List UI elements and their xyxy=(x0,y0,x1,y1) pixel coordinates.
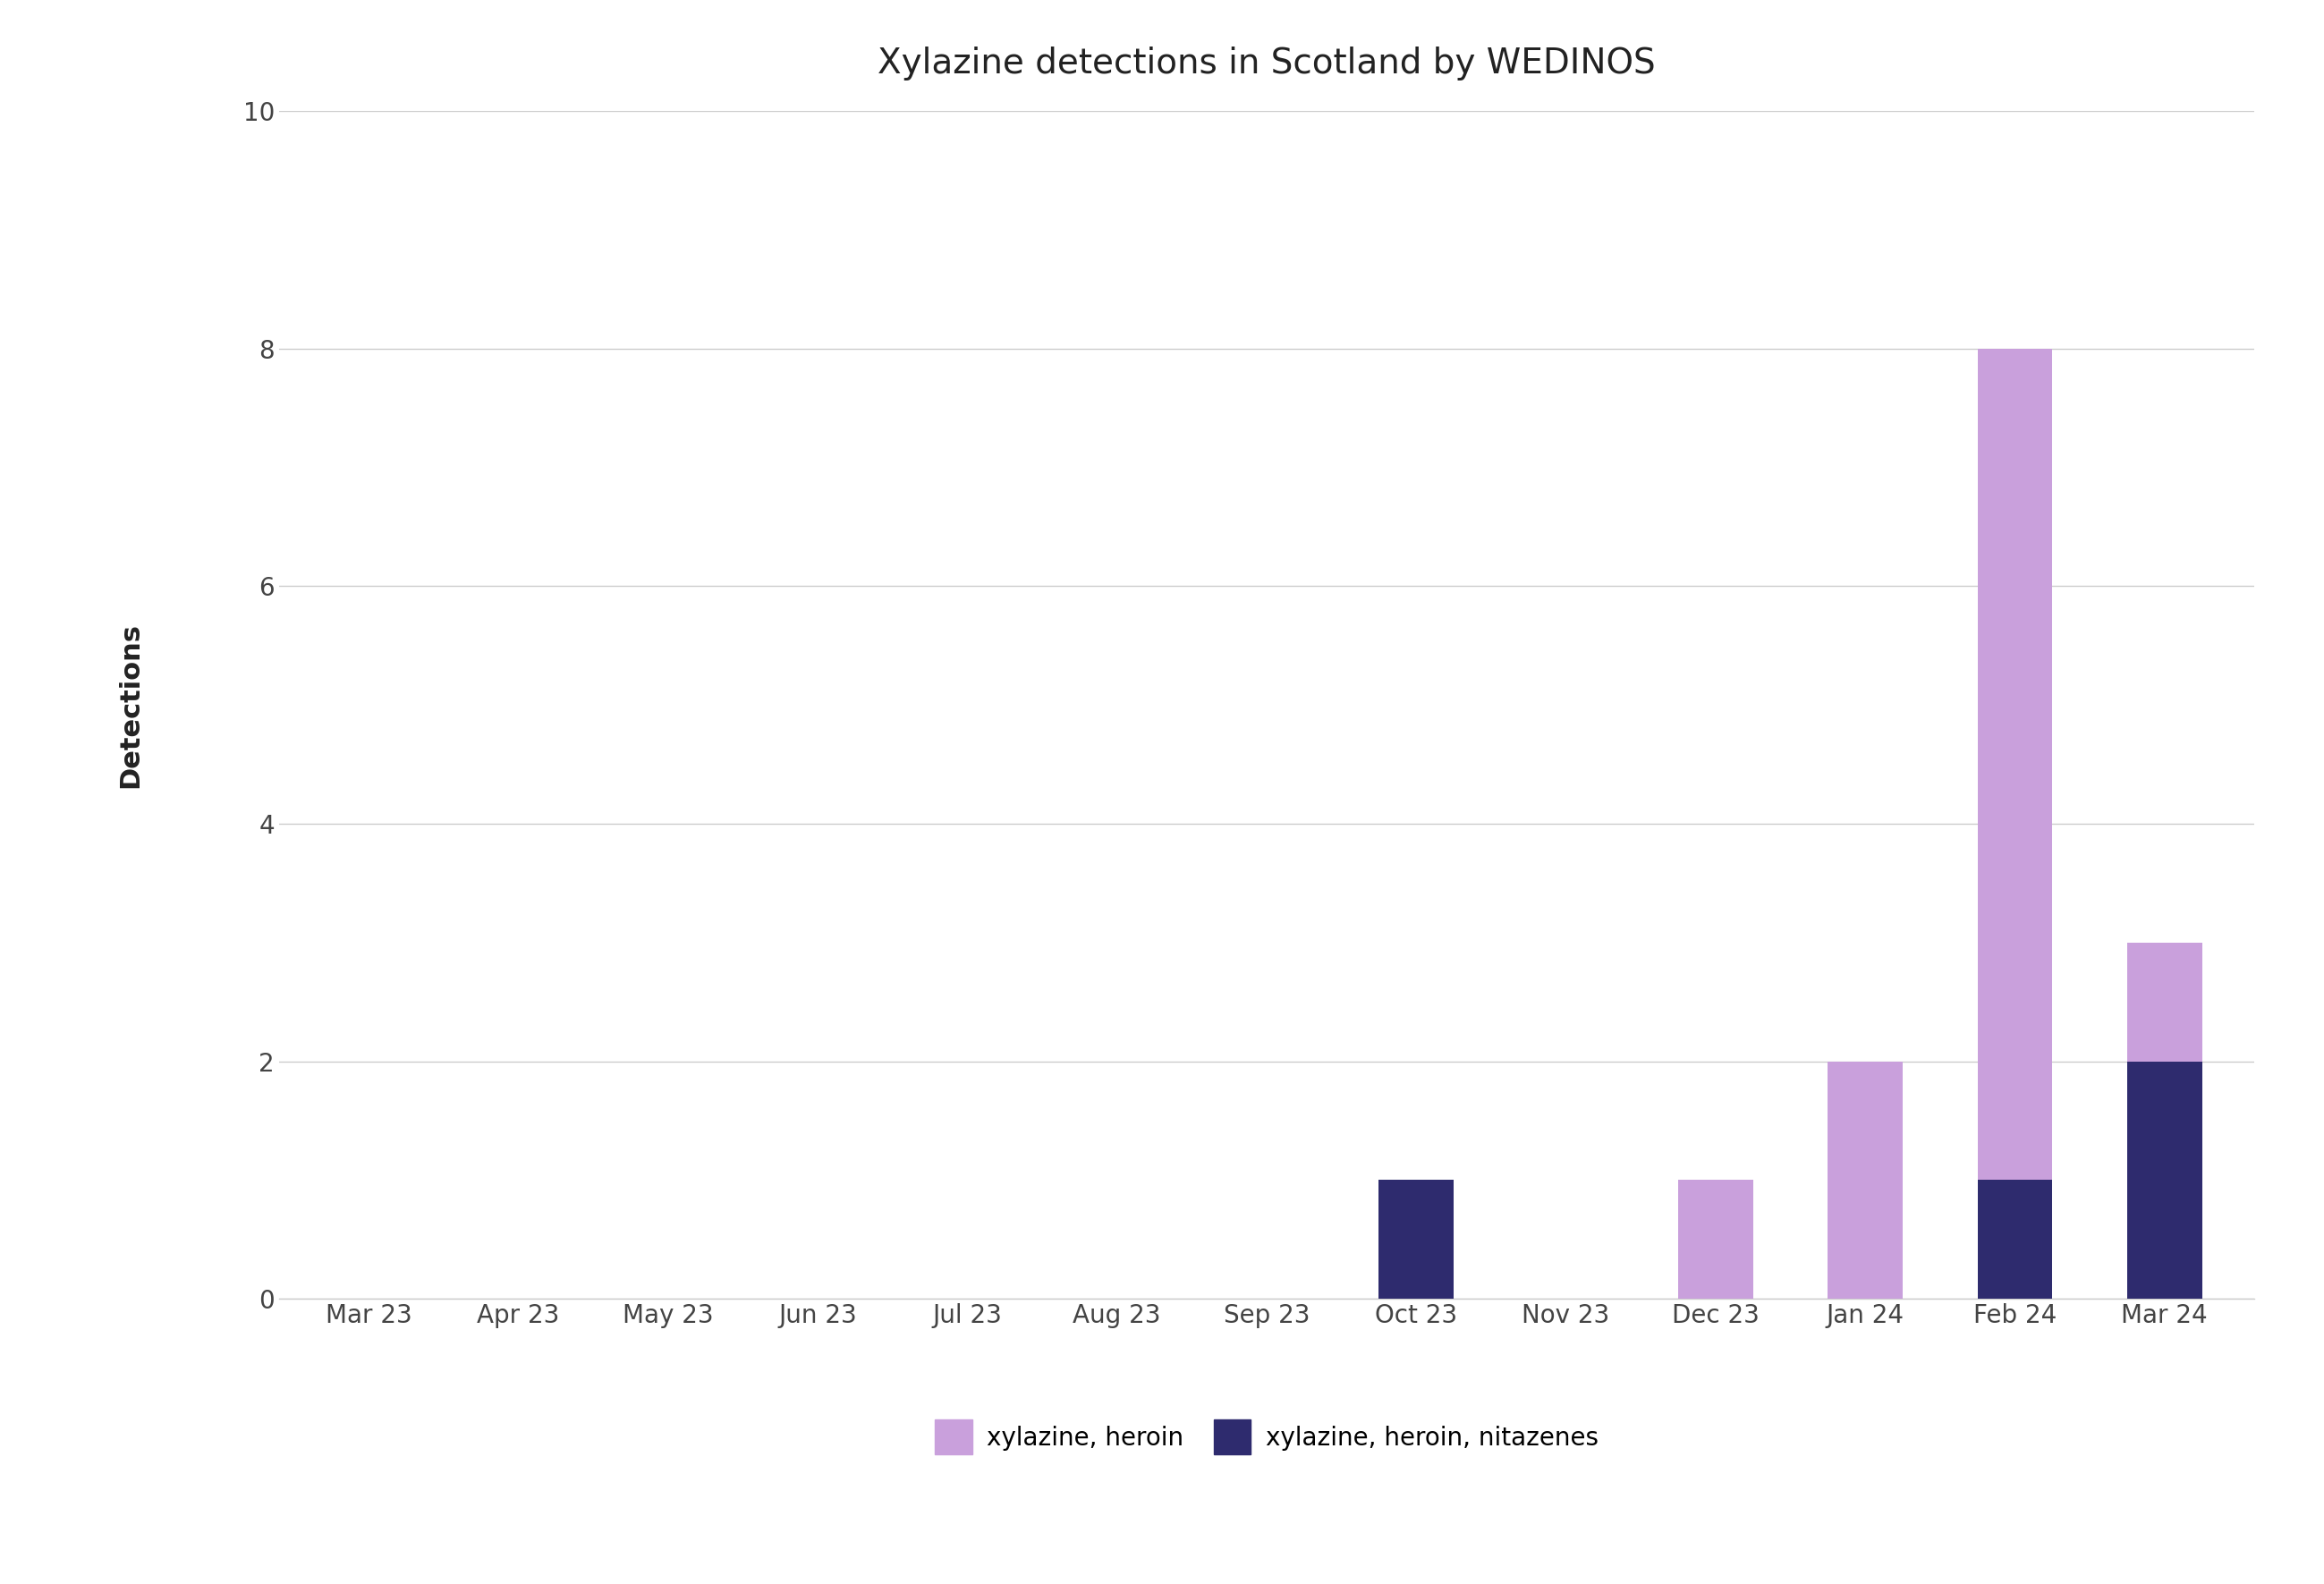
Y-axis label: Detections: Detections xyxy=(119,623,144,787)
Bar xyxy=(2126,1061,2201,1299)
Bar xyxy=(1978,1180,2052,1299)
Bar xyxy=(1678,1180,1752,1299)
Bar xyxy=(1827,1061,1903,1299)
Bar xyxy=(2126,942,2201,1061)
Bar xyxy=(1378,1180,1452,1299)
Bar xyxy=(1978,348,2052,1180)
Title: Xylazine detections in Scotland by WEDINOS: Xylazine detections in Scotland by WEDIN… xyxy=(878,48,1655,81)
Legend: xylazine, heroin, xylazine, heroin, nitazenes: xylazine, heroin, xylazine, heroin, nita… xyxy=(925,1410,1608,1465)
